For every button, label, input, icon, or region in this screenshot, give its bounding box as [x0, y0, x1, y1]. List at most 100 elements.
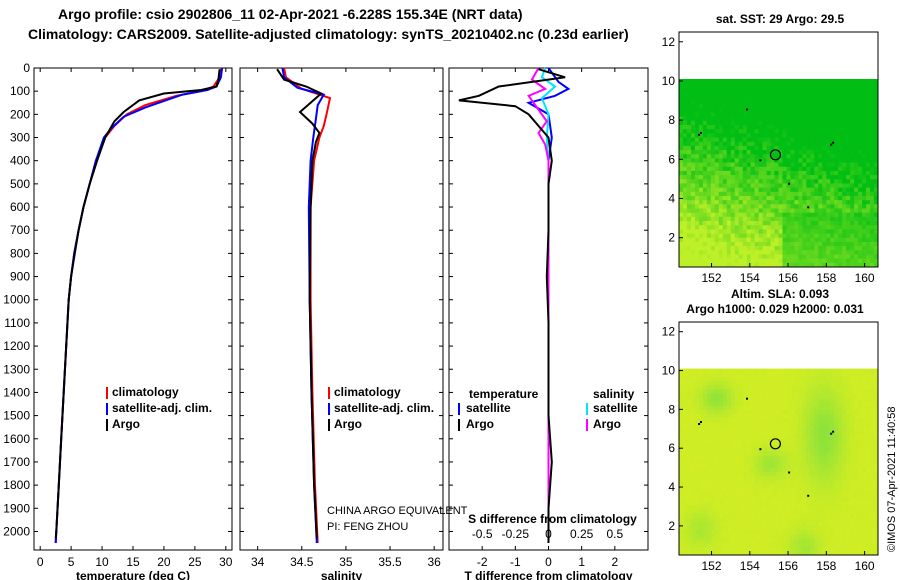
map-cell: [738, 468, 744, 473]
map-cell: [754, 468, 759, 473]
map-cell: [774, 521, 779, 527]
map-cell: [734, 542, 740, 548]
map-cell: [798, 488, 803, 494]
map-cell: [690, 463, 696, 469]
map-cell: [754, 463, 759, 469]
map-cell: [846, 116, 851, 122]
map-cell: [850, 120, 855, 126]
map-cell: [782, 397, 787, 403]
map-cell: [862, 381, 867, 386]
map-cell: [682, 191, 688, 197]
map-cell: [758, 229, 763, 234]
map-cell: [842, 463, 847, 469]
map-cell: [770, 542, 775, 548]
map-cell: [846, 455, 851, 461]
map-cell: [726, 116, 732, 122]
map-cell: [690, 208, 696, 214]
map-cell: [682, 505, 688, 510]
map-cell: [826, 108, 831, 113]
map-cell: [746, 443, 752, 448]
map-cell: [679, 434, 684, 440]
map-cell: [814, 372, 819, 378]
map-cell: [818, 175, 823, 180]
map-cell: [718, 410, 724, 415]
map-cell: [774, 393, 779, 398]
map-cell: [694, 233, 700, 239]
map-cell: [750, 397, 756, 403]
map-cell: [782, 410, 787, 415]
map-cell: [774, 170, 779, 176]
map-cell: [806, 526, 811, 531]
map-cell: [726, 166, 732, 172]
map-cell: [698, 200, 704, 205]
map-cell: [718, 509, 724, 514]
map-cell: [702, 389, 708, 394]
map-cell: [834, 191, 839, 197]
map-cell: [718, 542, 724, 548]
map-cell: [734, 208, 740, 214]
map-cell: [754, 381, 759, 386]
map-cell: [846, 150, 851, 155]
map-cell: [734, 492, 740, 498]
map-cell: [782, 530, 787, 535]
map-cell: [866, 376, 871, 382]
map-cell: [774, 179, 779, 184]
map-cell: [750, 546, 756, 552]
map-cell: [830, 414, 835, 419]
map-cell: [778, 116, 783, 122]
y-tick-label: 1900: [3, 501, 30, 515]
map-cell: [790, 463, 795, 469]
map-cell: [810, 95, 815, 101]
map-cell: [782, 455, 787, 461]
map-cell: [679, 175, 684, 180]
map-cell: [838, 79, 843, 84]
map-cell: [734, 166, 740, 172]
map-cell: [874, 550, 879, 556]
map-cell: [754, 254, 759, 260]
map-cell: [790, 439, 795, 444]
map-cell: [778, 158, 783, 163]
map-cell: [774, 246, 779, 251]
map-cell: [746, 112, 752, 117]
map-cell: [730, 195, 736, 201]
map-cell: [790, 488, 795, 494]
map-cell: [734, 439, 740, 444]
map-cell: [858, 484, 863, 490]
map-cell: [846, 241, 851, 247]
map-cell: [750, 414, 756, 419]
map-cell: [830, 542, 835, 548]
map-cell: [802, 393, 807, 398]
map-cell: [762, 262, 767, 268]
map-cell: [798, 150, 803, 155]
map-cell: [778, 393, 783, 398]
map-cell: [842, 484, 847, 490]
map-cell: [798, 175, 803, 180]
map-cell: [730, 104, 736, 109]
map-cell: [766, 530, 771, 535]
map-cell: [718, 397, 724, 403]
map-cell: [826, 426, 831, 432]
map-cell: [798, 501, 803, 506]
map-cell: [830, 447, 835, 452]
map-cell: [786, 87, 791, 92]
map-cell: [838, 459, 843, 465]
map-cell: [850, 422, 855, 427]
map-cell: [710, 463, 716, 469]
map-cell: [810, 195, 815, 201]
map-cell: [722, 216, 728, 222]
map-cell: [698, 87, 704, 92]
map-cell: [874, 488, 879, 494]
map-cell: [842, 476, 847, 481]
map-cell: [790, 154, 795, 159]
map-cell: [774, 237, 779, 243]
map-cell: [778, 145, 783, 151]
map-cell: [826, 447, 831, 452]
map-cell: [714, 530, 720, 535]
map-cell: [858, 87, 863, 92]
map-cell: [750, 116, 756, 122]
map-cell: [790, 246, 795, 251]
map-cell: [846, 517, 851, 523]
map-cell: [750, 175, 756, 180]
map-cell: [774, 133, 779, 138]
map-cell: [774, 550, 779, 556]
